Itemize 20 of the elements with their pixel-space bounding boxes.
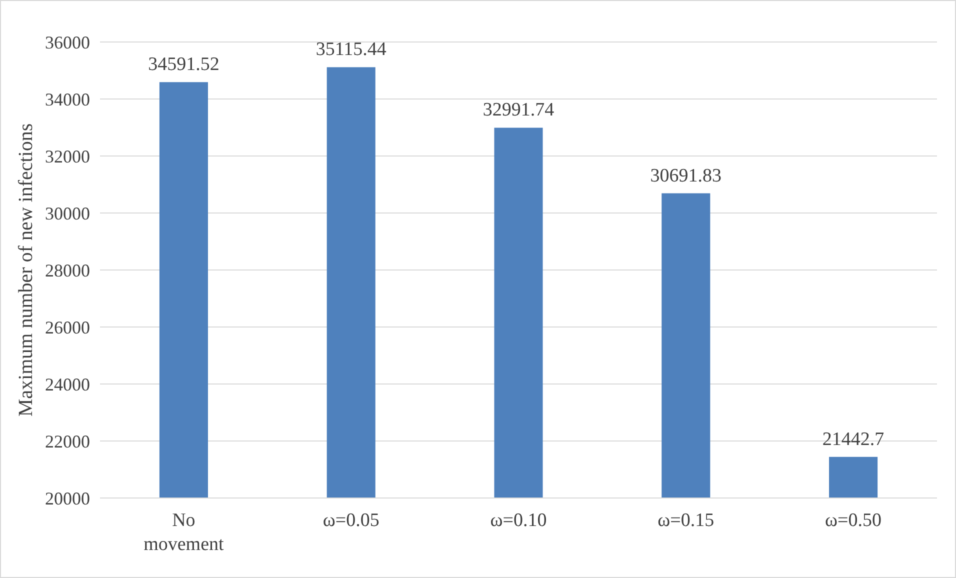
x-tick-label: ω=0.10 bbox=[490, 510, 547, 531]
y-tick-label: 20000 bbox=[45, 488, 90, 508]
x-tick-label: ω=0.05 bbox=[322, 510, 380, 531]
y-tick-label: 26000 bbox=[45, 317, 90, 338]
data-label: 34591.52 bbox=[148, 54, 220, 76]
y-axis-title: Maximum number of new infections bbox=[15, 123, 37, 417]
y-tick-label: 34000 bbox=[45, 89, 90, 110]
data-label: 21442.7 bbox=[822, 428, 884, 450]
y-tick-label: 30000 bbox=[45, 203, 90, 224]
x-tick-label: No movement bbox=[144, 510, 225, 555]
data-label: 35115.44 bbox=[316, 39, 387, 60]
y-tick-label: 32000 bbox=[45, 146, 90, 166]
data-label: 32991.74 bbox=[482, 100, 555, 121]
y-tick-label: 22000 bbox=[45, 431, 90, 452]
y-tick-label: 24000 bbox=[45, 374, 90, 394]
data-label: 30691.83 bbox=[650, 165, 722, 186]
x-tick-label: ω=0.15 bbox=[658, 510, 714, 531]
y-tick-label: 36000 bbox=[45, 32, 90, 52]
y-tick-label: 28000 bbox=[45, 260, 90, 280]
x-tick-label: ω=0.50 bbox=[825, 510, 882, 531]
